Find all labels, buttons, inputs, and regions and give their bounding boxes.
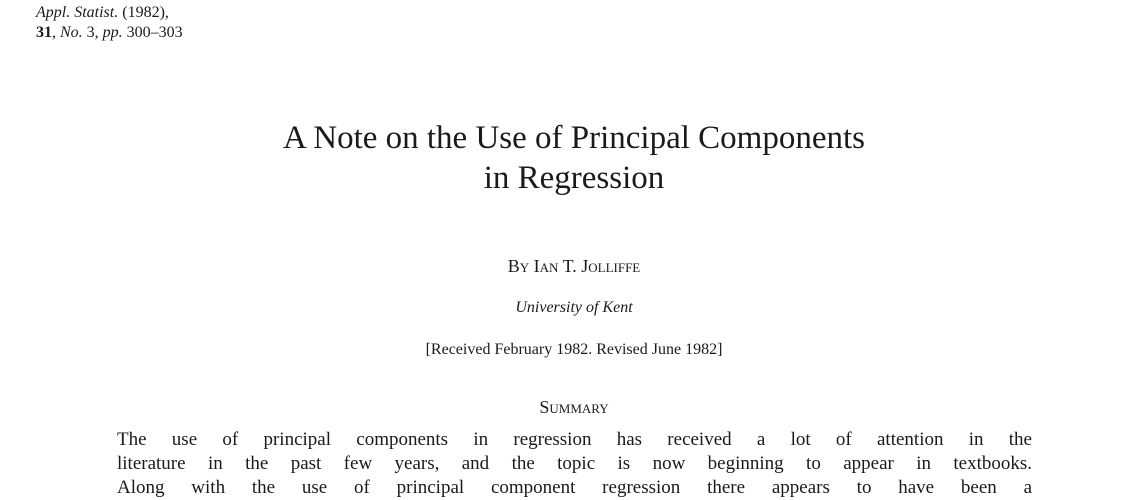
journal-name: Appl. Statist. xyxy=(36,4,119,21)
citation-line-2: 31, No. 3, pp. 300–303 xyxy=(36,24,183,41)
summary-heading: Summary xyxy=(539,397,609,417)
citation-header: Appl. Statist. (1982), 31, No. 3, pp. 30… xyxy=(36,3,183,43)
summary-text: The use of principal components in regre… xyxy=(117,428,1032,500)
summary-line: literature in the past few years, and th… xyxy=(117,453,1032,474)
received-dates: [Received February 1982. Revised June 19… xyxy=(425,341,723,358)
author-affiliation: University of Kent xyxy=(515,299,633,316)
summary-line: Along with the use of principal componen… xyxy=(117,477,1032,498)
citation-year: (1982), xyxy=(122,4,169,21)
summary-line: The use of principal components in regre… xyxy=(117,429,1032,450)
citation-line-1: Appl. Statist. (1982), xyxy=(36,3,183,23)
by-label: By xyxy=(507,256,530,276)
volume-number: 31 xyxy=(36,24,52,41)
author-byline: By Ian T. Jolliffe xyxy=(0,255,1148,277)
author-name: Ian T. Jolliffe xyxy=(533,256,641,276)
title-line-2: in Regression xyxy=(483,160,665,196)
title-line-1: A Note on the Use of Principal Component… xyxy=(282,120,865,156)
pages-label: pp. xyxy=(102,24,123,41)
page-range: 300–303 xyxy=(126,24,183,41)
issue-number: 3, xyxy=(86,24,99,41)
paper-title: A Note on the Use of Principal Component… xyxy=(0,118,1148,198)
issue-label: No. xyxy=(60,24,83,41)
